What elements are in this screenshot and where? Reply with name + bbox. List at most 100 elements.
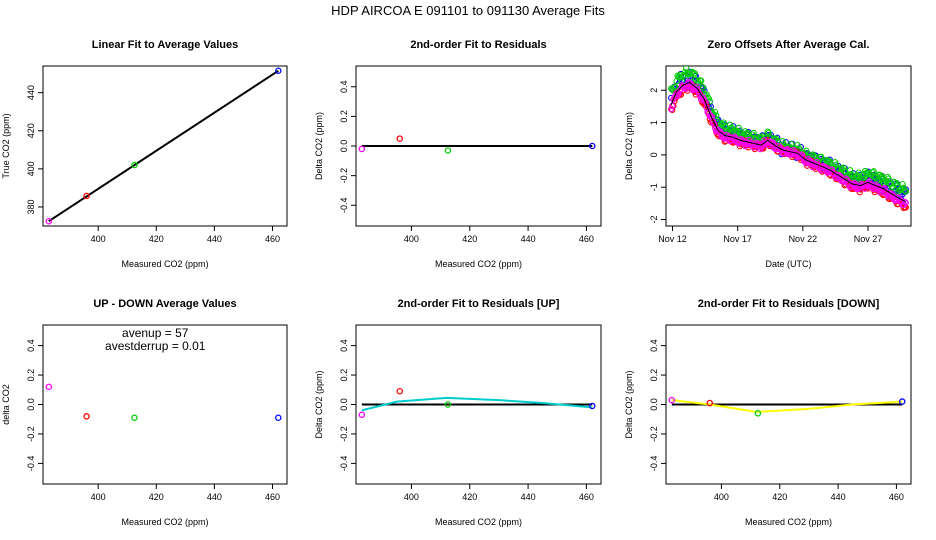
y-tick-label: 0.4: [339, 80, 349, 93]
y-tick-label: -0.2: [26, 426, 36, 442]
data-point-green: [888, 184, 896, 191]
chart-title: Linear Fit to Average Values: [92, 39, 239, 51]
data-point-magenta: [902, 199, 909, 206]
x-tick-label: 400: [404, 492, 419, 502]
x-tick-label: 420: [462, 234, 477, 244]
fit-line: [671, 399, 903, 413]
fit-line: [48, 69, 279, 223]
chart-panel-5: 2nd-order Fit to Residuals [UP] 400 420 440…: [314, 298, 602, 527]
plot-area: [668, 396, 906, 417]
plot-frame: [665, 65, 912, 227]
data-point-green: [869, 169, 876, 176]
y-tick-label: 0.2: [26, 369, 36, 382]
data-point-magenta: [874, 183, 882, 191]
x-tick-label: 460: [579, 234, 594, 244]
data-point: [589, 142, 596, 150]
y-tick-label: 0.2: [649, 369, 659, 382]
data-point: [396, 135, 403, 142]
y-tick-label: 0.2: [339, 110, 349, 123]
y-tick-label: 2: [649, 88, 659, 93]
data-point: [358, 411, 366, 419]
data-point-magenta: [759, 143, 766, 150]
y-tick-label: 1: [649, 120, 659, 125]
x-tick-label: 460: [265, 234, 280, 244]
y-tick-label: 400: [26, 161, 36, 176]
y-tick-label: 440: [26, 85, 36, 100]
x-tick-label: 420: [462, 492, 477, 502]
chart-title: UP - DOWN Average Values: [93, 298, 236, 310]
data-point: [899, 398, 906, 405]
data-point: [45, 217, 53, 225]
chart-title: 2nd-order Fit to Residuals [DOWN]: [698, 298, 880, 310]
plot-area: [668, 66, 909, 212]
data-point-green: [825, 157, 832, 164]
plot-frame: [42, 65, 288, 227]
figure-title: HDP AIRCOA E 091101 to 091130 Average Fi…: [331, 3, 605, 18]
x-axis-label: Measured CO2 (ppm): [121, 517, 208, 527]
x-tick-label: 400: [91, 492, 106, 502]
y-tick-label: 0: [649, 152, 659, 157]
y-tick-label: -2: [649, 216, 659, 224]
chart-panel-1: Linear Fit to Average Values 400 420 440 460…: [1, 39, 288, 269]
data-point: [444, 401, 452, 408]
y-tick-label: -0.2: [339, 426, 349, 442]
data-point-green: [779, 138, 786, 145]
plot-area: [358, 135, 596, 154]
y-axis-label: Delta CO2 (ppm): [314, 370, 324, 438]
panels: Linear Fit to Average Values 400 420 440 460…: [1, 39, 912, 527]
y-tick-label: -1: [649, 183, 659, 191]
data-point-magenta: [707, 112, 714, 120]
fit-line: [361, 396, 593, 412]
y-tick-label: 0.0: [339, 140, 349, 153]
data-point-red: [669, 106, 676, 114]
data-point-green: [683, 66, 690, 72]
data-point: [131, 414, 138, 421]
data-point-green: [720, 119, 727, 126]
data-point: [275, 67, 282, 75]
data-point-magenta: [866, 178, 873, 185]
data-point-magenta: [760, 140, 767, 147]
x-tick-label: 440: [207, 234, 222, 244]
annotation: avenup = 57: [122, 326, 189, 340]
data-point-green: [691, 70, 698, 77]
data-point: [396, 387, 403, 395]
x-axis-label: Measured CO2 (ppm): [745, 517, 832, 527]
data-point: [444, 147, 452, 154]
x-tick-label: 460: [265, 492, 280, 502]
data-point: [131, 161, 138, 169]
x-tick-label: 400: [714, 492, 729, 502]
data-point-green: [764, 128, 771, 135]
data-point: [83, 192, 90, 200]
x-tick-label: 400: [91, 234, 106, 244]
y-tick-label: 0.4: [26, 339, 36, 352]
x-tick-label: 440: [521, 492, 536, 502]
y-tick-label: 0.4: [649, 339, 659, 352]
data-point-green: [840, 164, 847, 171]
data-point-magenta: [693, 83, 701, 90]
y-axis-label: Delta CO2 (ppm): [624, 370, 634, 438]
x-tick-label: 440: [207, 492, 222, 502]
y-tick-label: -0.4: [26, 456, 36, 472]
data-point: [668, 396, 676, 404]
chart-panel-4: UP - DOWN Average Values 400 420 440 460 -0.4…: [1, 298, 288, 527]
data-point-green: [788, 140, 795, 148]
data-point: [754, 410, 762, 417]
data-point-green: [711, 108, 719, 116]
x-axis-label: Measured CO2 (ppm): [435, 517, 522, 527]
x-tick-label: 420: [149, 492, 164, 502]
x-tick-label: Nov 12: [658, 234, 687, 244]
data-point-green: [870, 168, 877, 175]
x-tick-label: 420: [149, 234, 164, 244]
y-axis-label: delta CO2: [1, 384, 11, 425]
y-axis-label: True CO2 (ppm): [1, 113, 11, 178]
y-axis-label: Delta CO2 (ppm): [314, 112, 324, 180]
x-tick-label: Nov 17: [723, 234, 752, 244]
data-point-magenta: [710, 120, 718, 128]
data-point-green: [899, 180, 906, 188]
x-tick-label: 420: [772, 492, 787, 502]
data-point-green: [845, 171, 853, 178]
data-point: [83, 413, 90, 420]
data-point-green: [902, 188, 909, 195]
x-tick-label: Nov 22: [789, 234, 818, 244]
